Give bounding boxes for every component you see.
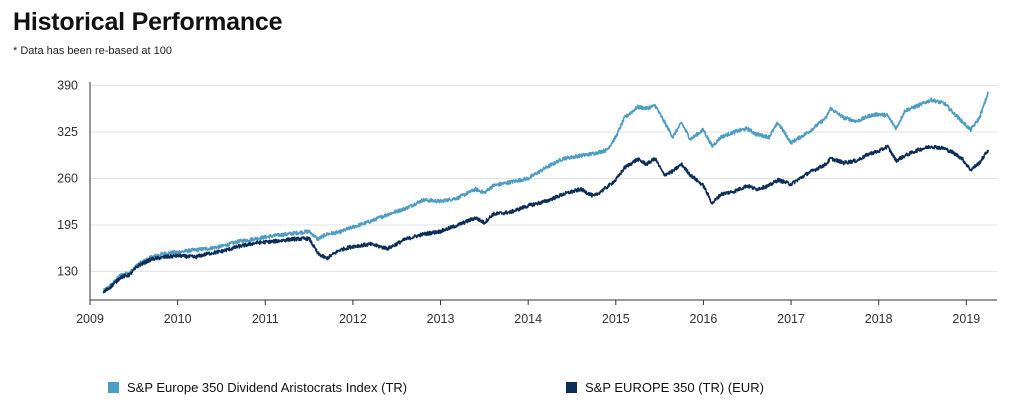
legend-label-series1: S&P Europe 350 Dividend Aristocrats Inde… bbox=[127, 380, 408, 395]
series-line-1 bbox=[102, 91, 989, 293]
x-tick-label: 2018 bbox=[865, 312, 893, 326]
y-tick-label: 325 bbox=[57, 125, 78, 139]
x-tick-label: 2011 bbox=[252, 312, 279, 326]
series-lines bbox=[102, 91, 989, 294]
line-chart: 130 195 260 325 390 2009 2010 2011 2012 2013 2014 2… bbox=[57, 79, 997, 326]
legend-label-series2: S&P EUROPE 350 (TR) (EUR) bbox=[585, 380, 764, 395]
legend-swatch-series2 bbox=[566, 382, 577, 393]
y-tick-label: 130 bbox=[57, 264, 78, 278]
x-tick-label: 2017 bbox=[777, 312, 805, 326]
x-tick-label: 2015 bbox=[602, 312, 630, 326]
x-tick-label: 2016 bbox=[690, 312, 718, 326]
y-tick-label: 195 bbox=[57, 218, 78, 232]
legend-item-europe-350[interactable]: S&P EUROPE 350 (TR) (EUR) bbox=[566, 380, 764, 395]
chart-subtitle: * Data has been re-based at 100 bbox=[13, 45, 173, 57]
axes: 130 195 260 325 390 2009 2010 2011 2012 2013 2014 2… bbox=[57, 79, 997, 326]
y-tick-label: 390 bbox=[57, 79, 78, 93]
grid-lines bbox=[90, 85, 997, 272]
x-tick-label: 2012 bbox=[339, 312, 367, 326]
legend-item-dividend-aristocrats[interactable]: S&P Europe 350 Dividend Aristocrats Inde… bbox=[108, 380, 407, 395]
x-tick-label: 2019 bbox=[952, 312, 980, 326]
series-line-2 bbox=[102, 144, 989, 294]
x-tick-label: 2010 bbox=[164, 312, 192, 326]
x-tick-label: 2013 bbox=[427, 312, 455, 326]
legend: S&P Europe 350 Dividend Aristocrats Inde… bbox=[0, 380, 1024, 400]
x-tick-label: 2014 bbox=[514, 312, 542, 326]
chart-title: Historical Performance bbox=[13, 8, 283, 36]
legend-swatch-series1 bbox=[108, 382, 119, 393]
y-tick-label: 260 bbox=[57, 171, 78, 185]
x-tick-label: 2009 bbox=[76, 312, 104, 326]
